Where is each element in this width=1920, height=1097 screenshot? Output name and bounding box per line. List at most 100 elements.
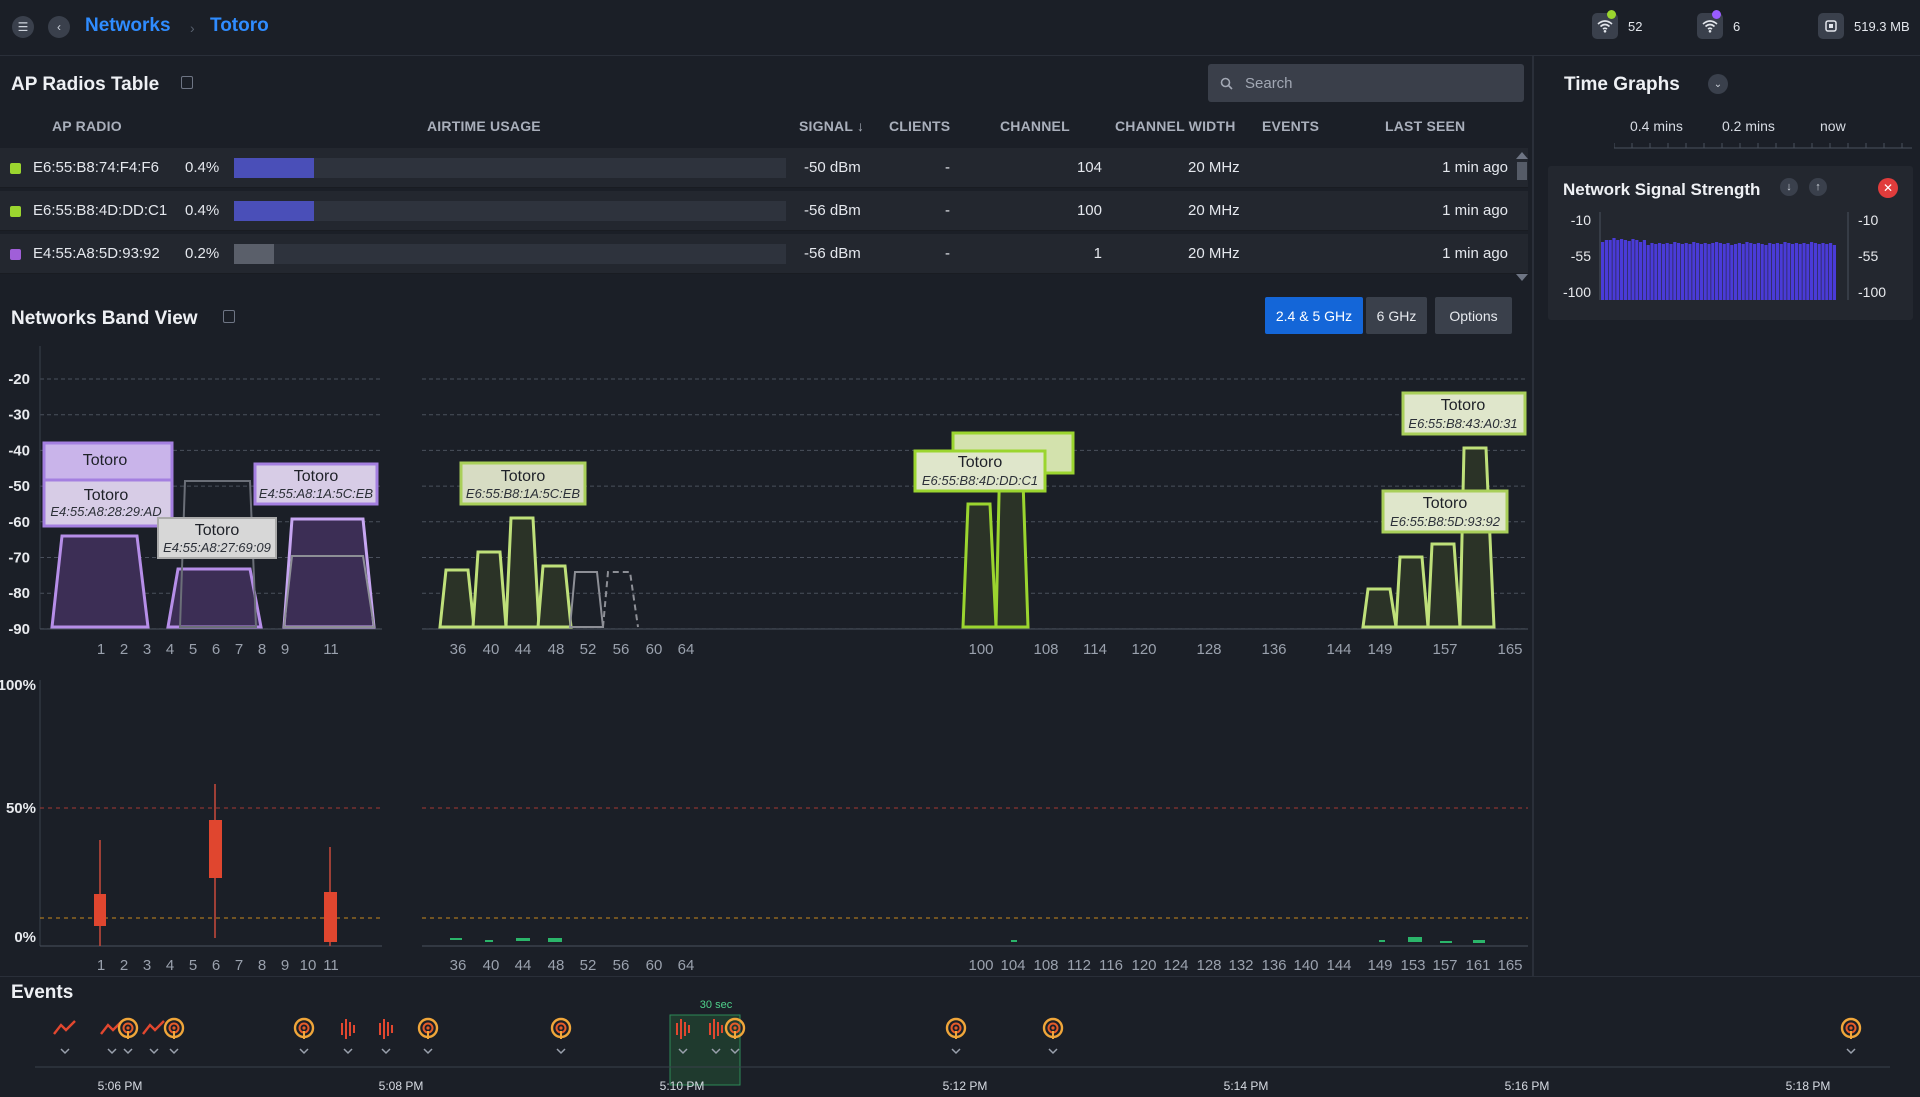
col-channel-width[interactable]: CHANNEL WIDTH — [1115, 118, 1236, 134]
network-shape[interactable] — [1361, 587, 1398, 629]
label-mac: E6:55:B8:43:A0:31 — [1408, 416, 1517, 431]
y-tick: -100 — [1563, 284, 1591, 300]
spike-icon[interactable] — [379, 1019, 393, 1055]
stat-networks-24[interactable]: 52 — [1592, 10, 1642, 39]
broadcast-icon[interactable] — [1042, 1017, 1064, 1055]
network-shape[interactable] — [1394, 555, 1430, 629]
util-box[interactable] — [548, 938, 562, 942]
network-shape[interactable] — [1458, 446, 1496, 629]
util-box[interactable] — [1379, 940, 1385, 942]
col-channel[interactable]: CHANNEL — [1000, 118, 1070, 134]
table-row[interactable]: E6:55:B8:74:F4:F6 0.4% -50 dBm - 104 20 MHz 1 … — [0, 148, 1528, 188]
util-box[interactable] — [324, 892, 337, 942]
spike-icon[interactable] — [676, 1019, 690, 1055]
broadcast-icon[interactable] — [117, 1017, 139, 1055]
breadcrumb-networks[interactable]: Networks — [85, 15, 171, 36]
airtime-value: 0.2% — [185, 245, 220, 262]
spike-icon[interactable] — [341, 1019, 355, 1055]
arrow-down-icon[interactable]: ↓ — [1780, 178, 1798, 196]
col-clients[interactable]: CLIENTS — [889, 118, 951, 134]
broadcast-icon[interactable] — [1840, 1017, 1862, 1055]
trend-icon[interactable] — [53, 1020, 76, 1055]
table-scrollbar[interactable] — [1516, 152, 1528, 281]
menu-icon[interactable]: ☰ — [12, 16, 34, 38]
network-label[interactable]: Totoro E4:55:A8:27:69:09 — [157, 517, 277, 559]
network-shape[interactable] — [961, 502, 998, 629]
broadcast-icon[interactable] — [724, 1017, 746, 1055]
broadcast-icon[interactable] — [417, 1017, 439, 1055]
close-icon[interactable]: ✕ — [1878, 178, 1898, 198]
trend-icon[interactable] — [100, 1020, 123, 1055]
util-box[interactable] — [1473, 940, 1485, 943]
copy-icon[interactable] — [223, 310, 235, 323]
network-label[interactable]: Totoro E4:55:A8:28:29:AD — [42, 478, 174, 528]
signal-strength-chart: -10 -55 -100 -10 -55 -100 — [1563, 212, 1886, 300]
broadcast-icon[interactable] — [550, 1017, 572, 1055]
network-label[interactable]: Totoro E4:55:A8:1A:5C:EB — [253, 462, 379, 506]
network-shape[interactable] — [568, 571, 605, 628]
search-box[interactable] — [1208, 64, 1524, 102]
network-label[interactable]: Totoro E6:55:B8:5D:93:92 — [1381, 489, 1509, 534]
network-shape[interactable] — [602, 571, 639, 628]
col-ap-radio[interactable]: AP RADIO — [52, 118, 122, 134]
trend-icon[interactable] — [142, 1020, 165, 1055]
col-last-seen[interactable]: LAST SEEN — [1385, 118, 1466, 134]
copy-icon[interactable] — [181, 76, 193, 89]
network-label[interactable]: Totoro E6:55:B8:1A:5C:EB — [459, 461, 587, 506]
label-name: Totoro — [958, 454, 1003, 471]
band-24-5-button[interactable]: 2.4 & 5 GHz — [1265, 297, 1363, 334]
x-tick: 2 — [120, 957, 128, 974]
col-events[interactable]: EVENTS — [1262, 118, 1320, 134]
util-box[interactable] — [1011, 940, 1017, 942]
broadcast-icon[interactable] — [163, 1017, 185, 1055]
stat-networks-6[interactable]: 6 — [1697, 10, 1740, 39]
network-shape[interactable] — [438, 568, 476, 629]
label-name: Totoro — [83, 452, 128, 469]
search-input[interactable] — [1245, 74, 1505, 92]
status-dot — [1712, 10, 1721, 19]
x-tick: 5 — [189, 957, 197, 974]
network-shape[interactable] — [504, 516, 541, 629]
network-shape[interactable] — [282, 555, 376, 628]
network-label[interactable]: Totoro E6:55:B8:43:A0:31 — [1401, 391, 1527, 436]
arrow-up-icon[interactable]: ↑ — [1809, 178, 1827, 196]
x-tick: 5 — [189, 641, 197, 658]
back-button[interactable]: ‹ — [48, 16, 70, 38]
y-tick: -60 — [8, 514, 30, 531]
broadcast-icon[interactable] — [293, 1017, 315, 1055]
stat-value: 519.3 MB — [1854, 18, 1910, 34]
util-box[interactable] — [94, 894, 106, 926]
airtime-bar-fill — [234, 158, 314, 178]
memory-icon — [1818, 13, 1844, 39]
events-timeline: 30 sec 5:06 PM 5:08 PM 5:10 PM 5:12 PM 5:14 … — [35, 999, 1890, 1093]
chevron-down-icon[interactable]: ⌄ — [1708, 74, 1728, 94]
network-shape[interactable] — [282, 517, 376, 629]
stat-memory[interactable]: 519.3 MB — [1818, 13, 1910, 39]
col-signal[interactable]: SIGNAL ↓ — [799, 118, 864, 134]
broadcast-icon[interactable] — [945, 1017, 967, 1055]
table-row[interactable]: E4:55:A8:5D:93:92 0.2% -56 dBm - 1 20 MHz 1 mi… — [0, 234, 1528, 274]
network-shape[interactable] — [536, 564, 573, 629]
network-shape[interactable] — [471, 550, 508, 629]
time-scale-label: now — [1820, 118, 1846, 134]
spike-icon[interactable] — [709, 1019, 723, 1055]
util-box[interactable] — [1408, 937, 1422, 942]
util-box[interactable] — [516, 938, 530, 941]
signal-value: -56 dBm — [804, 202, 861, 219]
network-label[interactable]: Totoro E6:55:B8:4D:DD:C1 — [913, 449, 1047, 493]
util-box[interactable] — [209, 820, 222, 878]
time-label: 5:08 PM — [379, 1079, 424, 1093]
last-seen-value: 1 min ago — [1442, 202, 1508, 219]
network-shape[interactable] — [1426, 542, 1462, 629]
band-6-button[interactable]: 6 GHz — [1366, 297, 1427, 334]
breadcrumb-totoro[interactable]: Totoro — [210, 15, 269, 36]
util-box[interactable] — [485, 940, 493, 942]
util-box[interactable] — [1440, 941, 1452, 943]
x-tick: 4 — [166, 957, 174, 974]
x-tick: 36 — [450, 641, 467, 658]
table-row[interactable]: E6:55:B8:4D:DD:C1 0.4% -56 dBm - 100 20 MHz 1 … — [0, 191, 1528, 231]
col-airtime-usage[interactable]: AIRTIME USAGE — [427, 118, 541, 134]
util-box[interactable] — [450, 938, 462, 940]
network-shape[interactable] — [50, 534, 150, 629]
options-button[interactable]: Options — [1435, 297, 1512, 334]
